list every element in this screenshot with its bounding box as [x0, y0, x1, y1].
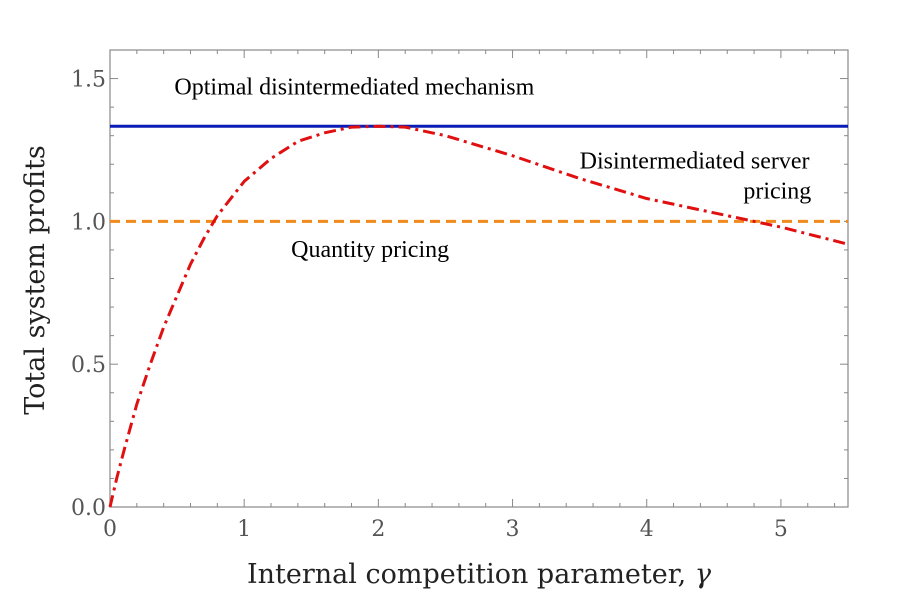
- annotation-label: Optimal disintermediated mechanism: [174, 74, 534, 100]
- annotation-label: Disintermediated server: [580, 149, 810, 175]
- x-tick-label: 1: [237, 517, 251, 542]
- annotations: Optimal disintermediated mechanism Disint…: [174, 74, 811, 263]
- x-axis-title: Internal competition parameter, γ: [247, 559, 712, 590]
- y-tick-label: 0.0: [71, 496, 106, 521]
- tick-labels: 0 1 2 3 4 5 0.0 0.5 1.0 1.5: [71, 68, 788, 542]
- x-tick-label: 3: [506, 517, 520, 542]
- y-axis-title: Total system profits: [20, 145, 51, 414]
- x-tick-label: 2: [371, 517, 385, 542]
- y-tick-label: 1.0: [71, 210, 106, 235]
- annotation-label: Quantity pricing: [291, 237, 449, 263]
- x-axis-symbol: γ: [695, 559, 712, 590]
- x-axis-title-text: Internal competition parameter,: [247, 559, 695, 590]
- y-tick-label: 0.5: [71, 353, 106, 378]
- y-minor-ticks: [110, 49, 848, 508]
- plot-frame: [109, 49, 849, 508]
- annotation-label: pricing: [743, 179, 811, 205]
- x-tick-label: 5: [774, 517, 788, 542]
- series-line-dashdot: [108, 124, 849, 508]
- y-tick-label: 1.5: [71, 68, 106, 93]
- series-layer: [108, 124, 849, 508]
- x-tick-label: 4: [640, 517, 654, 542]
- x-tick-label: 0: [103, 517, 117, 542]
- x-minor-ticks: [109, 50, 836, 507]
